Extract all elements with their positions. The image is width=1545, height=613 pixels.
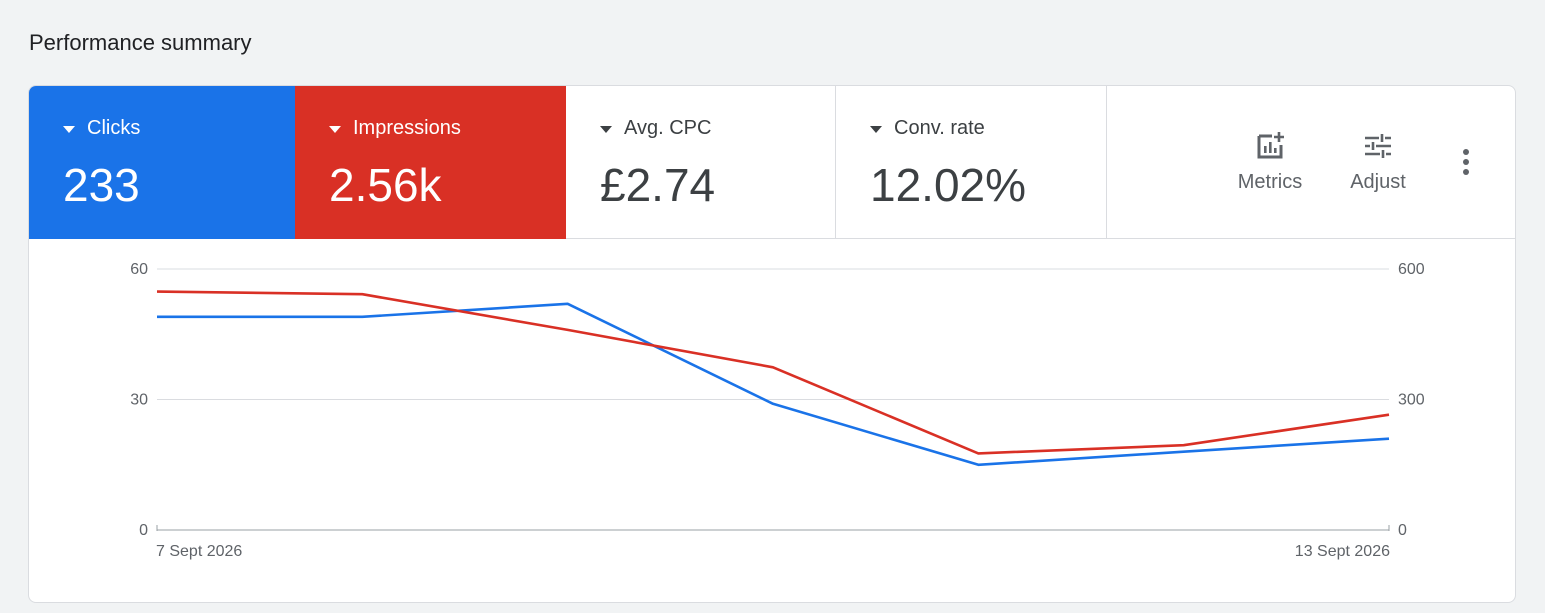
scorecard-conv-rate[interactable]: Conv. rate 12.02%	[836, 86, 1107, 239]
scorecard-avg-cpc-value: £2.74	[600, 159, 716, 211]
metrics-button[interactable]: Metrics	[1225, 130, 1315, 194]
scorecard-clicks[interactable]: Clicks 233	[29, 86, 295, 239]
scorecard-conv-rate-label-row: Conv. rate	[870, 117, 985, 140]
add-chart-icon	[1257, 132, 1284, 159]
scorecard-conv-rate-value: 12.02%	[870, 159, 1027, 211]
adjust-label: Adjust	[1350, 171, 1406, 193]
performance-card: Clicks 233 Impressions 2.56k Avg. CPC £2…	[28, 85, 1516, 603]
scorecard-avg-cpc-label-row: Avg. CPC	[600, 117, 711, 140]
scorecard-avg-cpc-label: Avg. CPC	[624, 117, 712, 139]
section-title: Performance summary	[29, 30, 252, 55]
scorecard-impressions-value: 2.56k	[329, 159, 442, 211]
scorecard-impressions-label-row: Impressions	[329, 117, 461, 140]
x-tick-label: 7 Sept 2026	[156, 543, 242, 560]
more-options-button[interactable]	[1454, 148, 1478, 178]
y-left-tick-label: 0	[139, 522, 148, 539]
y-right-tick-label: 0	[1398, 522, 1407, 539]
series-line-impressions	[156, 290, 1390, 455]
series-line-clicks	[157, 302, 1390, 467]
caret-down-icon[interactable]	[63, 126, 75, 133]
adjust-button[interactable]: Adjust	[1333, 130, 1423, 194]
scorecard-clicks-value: 233	[63, 159, 140, 211]
scorecard-impressions-label: Impressions	[353, 117, 461, 139]
y-right-tick-label: 300	[1398, 392, 1425, 409]
scorecard-clicks-label: Clicks	[87, 117, 141, 139]
scorecards-row: Clicks 233 Impressions 2.56k Avg. CPC £2…	[29, 86, 1515, 239]
caret-down-icon[interactable]	[600, 126, 612, 133]
caret-down-icon[interactable]	[329, 126, 341, 133]
scorecard-conv-rate-label: Conv. rate	[894, 117, 985, 139]
more-vert-icon	[1463, 149, 1469, 175]
caret-down-icon[interactable]	[870, 126, 882, 133]
y-right-tick-label: 600	[1398, 261, 1425, 278]
y-left-tick-label: 60	[130, 261, 148, 278]
scorecard-impressions[interactable]: Impressions 2.56k	[295, 86, 566, 239]
scorecard-avg-cpc[interactable]: Avg. CPC £2.74	[566, 86, 836, 239]
y-left-tick-label: 30	[130, 392, 148, 409]
metrics-label: Metrics	[1237, 171, 1303, 193]
x-tick-label: 13 Sept 2026	[1295, 543, 1390, 560]
scorecard-clicks-label-row: Clicks	[63, 117, 140, 140]
tune-icon	[1365, 134, 1391, 158]
